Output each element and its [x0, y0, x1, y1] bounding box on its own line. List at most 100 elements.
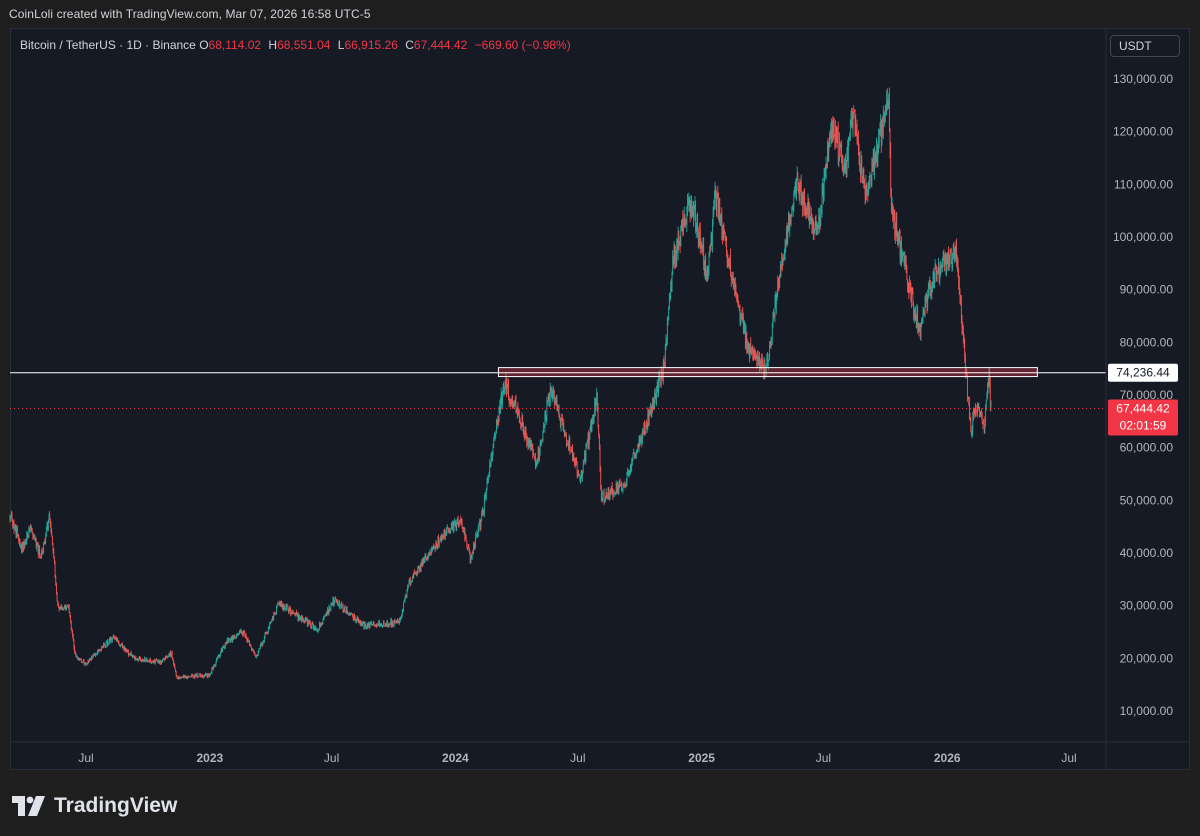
candle [563, 418, 565, 433]
candle [382, 620, 384, 627]
candle [344, 604, 346, 613]
candle [962, 325, 964, 344]
candle [741, 309, 743, 324]
candle [524, 430, 526, 442]
candle [897, 232, 899, 248]
resistance-zone[interactable] [497, 367, 1038, 378]
candle [461, 518, 462, 526]
candle [503, 381, 505, 397]
candle [676, 237, 678, 267]
candle-body [918, 326, 920, 330]
candle-body [637, 443, 639, 453]
candle-body [114, 637, 116, 639]
candle-body [590, 424, 591, 428]
candle [602, 492, 604, 495]
candle-body [923, 311, 925, 313]
candle-body [812, 225, 814, 233]
candle-body [422, 561, 423, 565]
candle-body [465, 536, 466, 539]
candle [979, 406, 980, 418]
candle-body [681, 219, 683, 224]
candle-body [228, 638, 230, 640]
candle-body [516, 409, 517, 413]
candle [702, 237, 704, 253]
candle-body [783, 256, 785, 259]
candle-body [373, 622, 375, 625]
candle [307, 619, 309, 628]
candle-body [117, 640, 119, 643]
candle-body [195, 673, 197, 676]
candle [234, 636, 236, 639]
candle-body [771, 337, 772, 342]
candle-body [119, 645, 121, 647]
candle-body [856, 130, 858, 141]
candle [443, 529, 445, 538]
candle-body [473, 542, 475, 547]
candle-body [339, 605, 341, 608]
candle-body [516, 408, 518, 413]
candle-body [791, 208, 793, 215]
candle-body [564, 433, 566, 436]
candle [949, 249, 951, 267]
candle-body [507, 382, 509, 385]
candle-body [346, 608, 347, 612]
candle-body [177, 676, 179, 679]
candle-body [283, 604, 285, 610]
candle [475, 534, 477, 539]
candle [939, 267, 941, 286]
currency-button[interactable]: USDT [1110, 35, 1180, 57]
candle [652, 397, 653, 413]
candle [831, 118, 832, 144]
candle-body [523, 423, 524, 431]
candle [388, 623, 390, 628]
candle-body [718, 207, 720, 217]
candle [294, 613, 296, 617]
candle [317, 628, 318, 633]
candle-body [226, 642, 227, 644]
candle-body [541, 440, 543, 442]
candle-body [913, 302, 914, 316]
candle [494, 433, 496, 441]
candle-body [411, 580, 413, 582]
candle [947, 251, 949, 272]
candle-body [339, 601, 341, 608]
candle [121, 642, 123, 649]
candle [887, 101, 889, 110]
candle [627, 470, 629, 476]
candle [463, 526, 465, 535]
candle-body [261, 643, 262, 645]
candle [583, 459, 585, 465]
candle-body [71, 629, 73, 631]
chart-panel[interactable] [10, 28, 1190, 770]
candle [207, 673, 209, 679]
candle-body [892, 206, 894, 221]
candle [296, 609, 298, 616]
candle-body [616, 483, 618, 493]
candle-body [17, 534, 19, 536]
tradingview-logo[interactable]: TradingView [12, 794, 177, 818]
candle [189, 676, 191, 678]
candle-body [613, 494, 614, 496]
candle [526, 433, 528, 448]
candle [297, 611, 299, 622]
candle-body [570, 449, 571, 451]
candle-body [954, 248, 956, 261]
candle-body [599, 448, 601, 469]
symbol-title[interactable]: Bitcoin / TetherUS · 1D · Binance [20, 38, 196, 52]
candle-body [825, 163, 827, 177]
candle [97, 649, 99, 652]
candle [946, 253, 947, 277]
candle [78, 657, 80, 661]
candle-body [881, 119, 883, 143]
candle-body [683, 218, 684, 230]
candle-body [50, 518, 51, 524]
candle-body [130, 652, 131, 656]
candle-body [855, 125, 857, 128]
candle-body [419, 566, 421, 572]
candle-body [726, 250, 728, 260]
candle-body [605, 495, 606, 500]
candle-body [584, 452, 586, 460]
candle-body [872, 154, 874, 171]
candle [703, 236, 705, 271]
